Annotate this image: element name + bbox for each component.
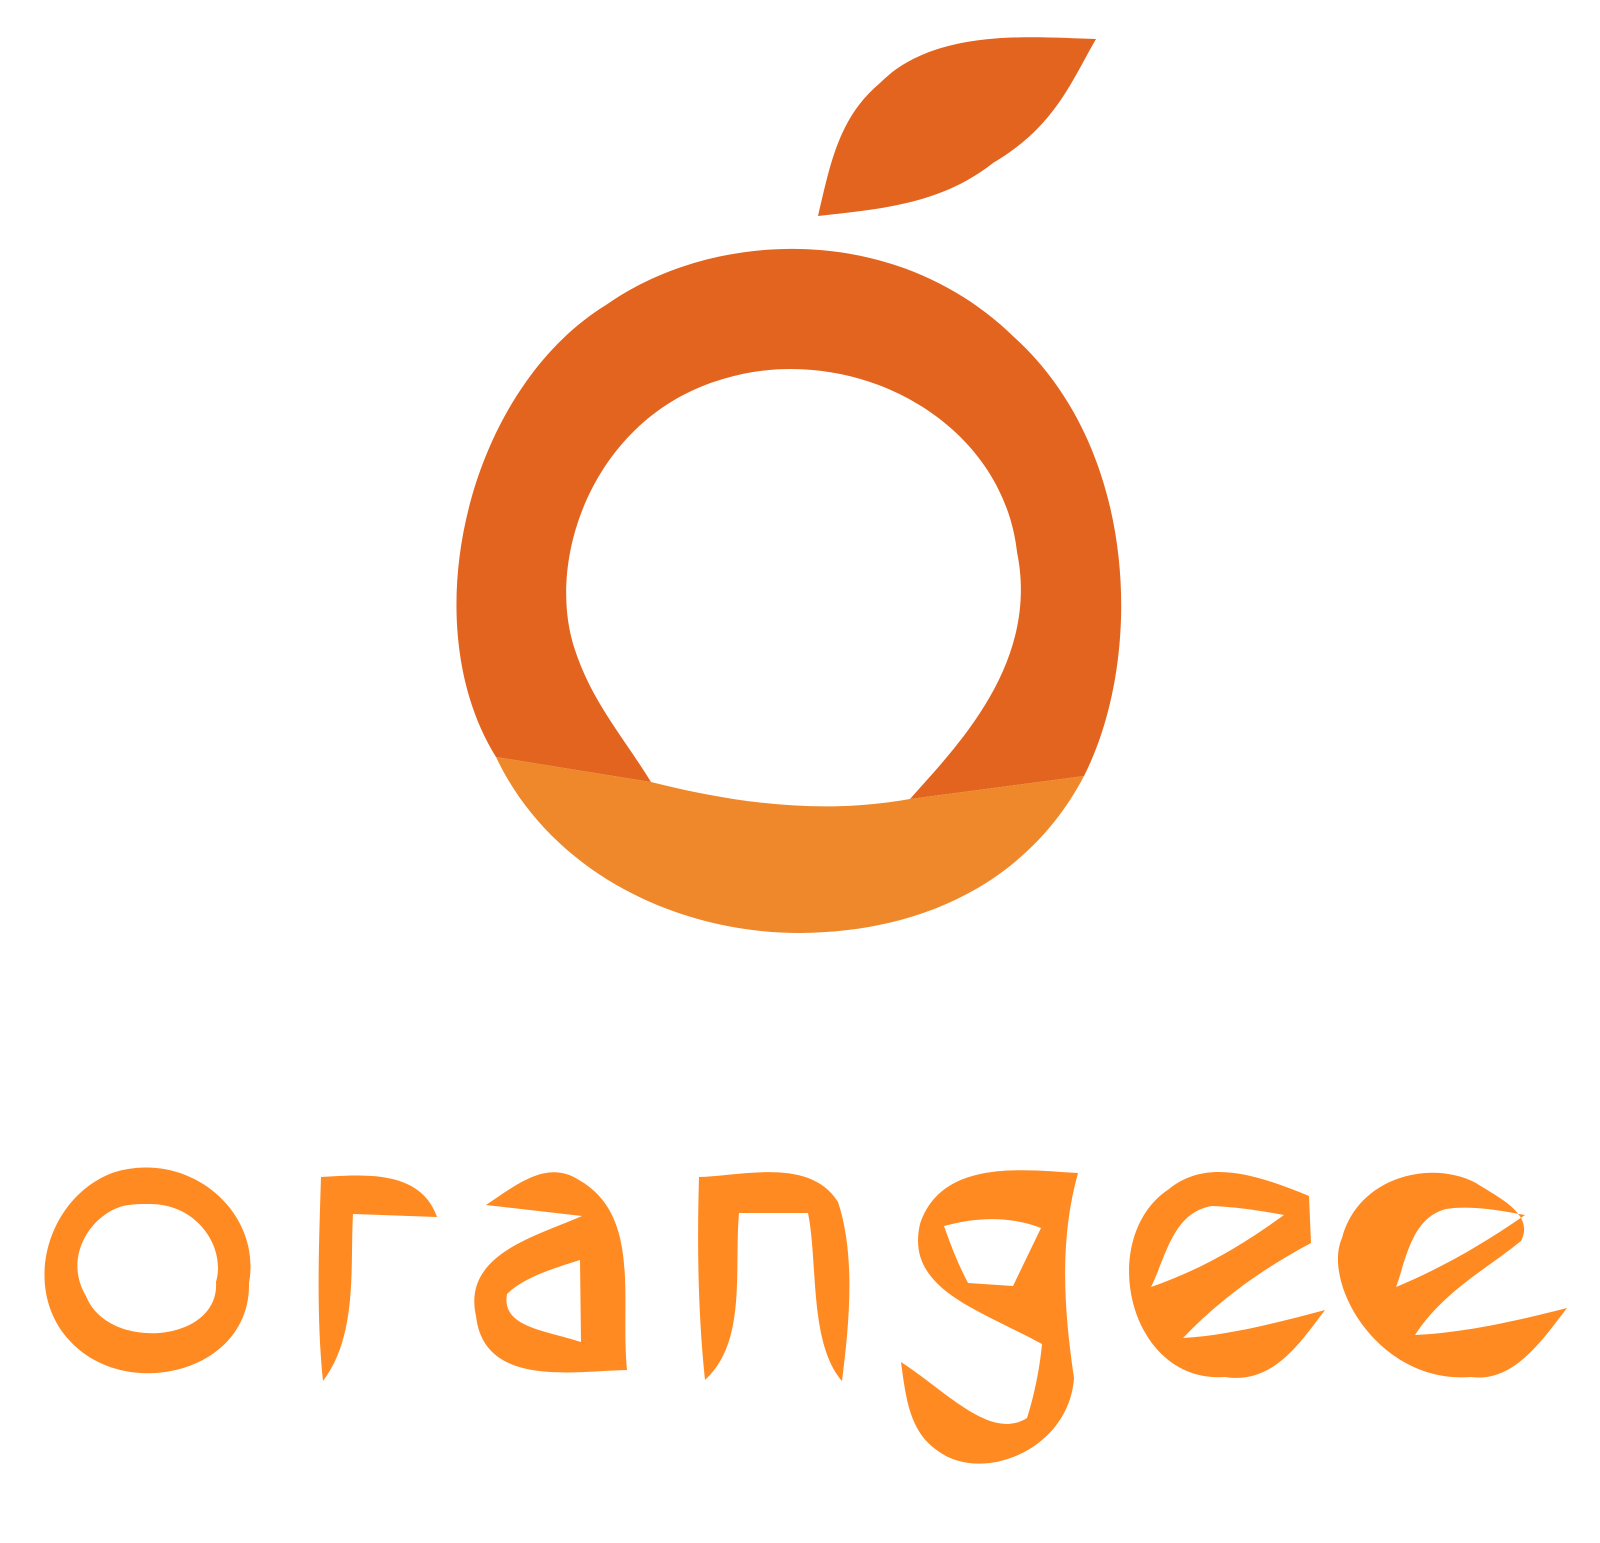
- leaf-icon: [818, 37, 1096, 217]
- wordmark-letter-g: [901, 1170, 1078, 1464]
- wordmark-letter-e2: [1337, 1172, 1567, 1378]
- wordmark-letter-n: [698, 1172, 850, 1381]
- wordmark-letter-o: [44, 1167, 251, 1374]
- fruit-ring: [456, 248, 1122, 800]
- wordmark-letter-e: [1129, 1171, 1325, 1378]
- wordmark-letter-r: [318, 1175, 437, 1381]
- wordmark: [44, 1167, 1567, 1464]
- orange-fruit-icon: [456, 37, 1122, 933]
- fruit-bottom-band: [496, 757, 1084, 933]
- wordmark-letter-a: [474, 1172, 627, 1373]
